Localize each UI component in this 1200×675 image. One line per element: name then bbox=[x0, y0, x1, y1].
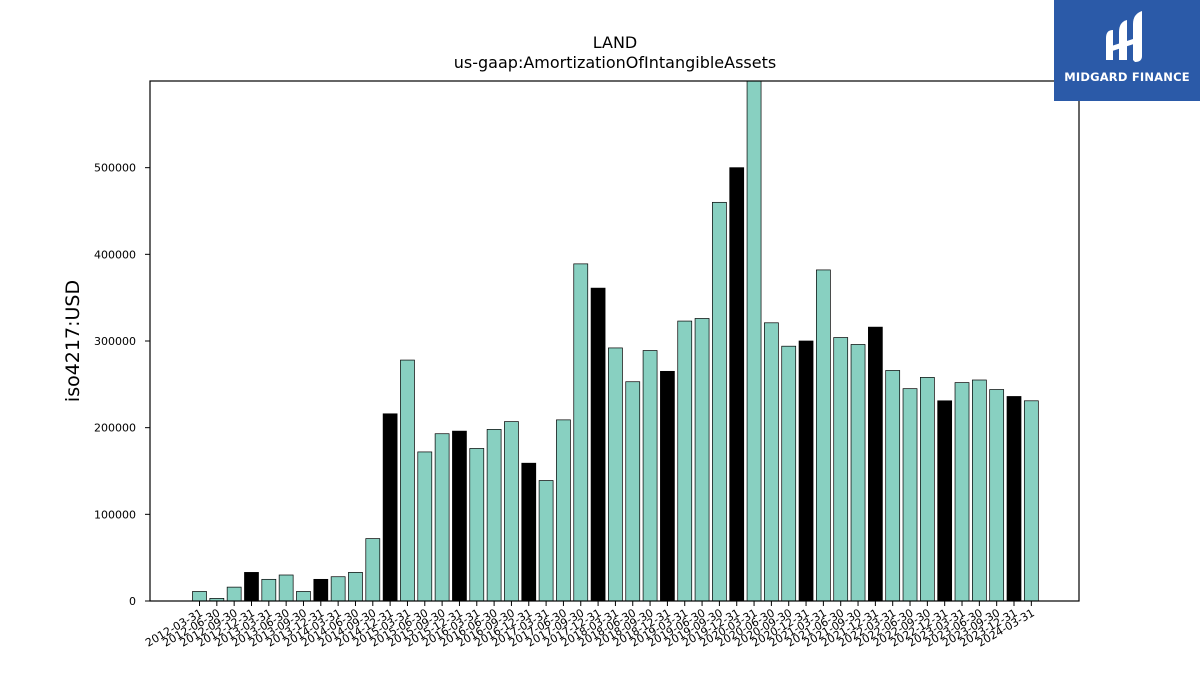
bar-2015-06-30 bbox=[417, 451, 433, 602]
bar-2020-06-30 bbox=[764, 322, 779, 602]
bar-2015-09-30 bbox=[434, 433, 450, 602]
y-tick-label: 0 bbox=[129, 595, 136, 608]
bar-2013-03-31 bbox=[261, 578, 277, 602]
bar-2024-03-31 bbox=[1023, 400, 1039, 602]
bar-2014-03-31 bbox=[330, 576, 346, 602]
bar-2019-03-31 bbox=[677, 320, 693, 602]
bar-2019-06-30 bbox=[694, 318, 710, 602]
bar-2023-12-31 bbox=[1006, 396, 1022, 602]
bar-2022-06-30 bbox=[902, 388, 918, 602]
bar-2012-09-30 bbox=[226, 586, 242, 602]
bar-2020-09-30 bbox=[781, 345, 797, 602]
bar-2020-03-31 bbox=[746, 80, 762, 602]
midgard-logo-icon bbox=[1106, 11, 1142, 62]
bar-2017-06-30 bbox=[556, 419, 571, 602]
bar-2016-06-30 bbox=[486, 429, 502, 602]
bar-2020-12-31 bbox=[798, 340, 814, 602]
midgard-finance-logo: MIDGARD FINANCE bbox=[1054, 0, 1200, 101]
y-tick-label: 300000 bbox=[94, 335, 136, 348]
bar-2021-12-31 bbox=[868, 326, 883, 602]
bar-2015-12-31 bbox=[452, 430, 467, 602]
bar-2022-03-31 bbox=[885, 370, 901, 602]
bar-2013-09-30 bbox=[296, 591, 311, 602]
y-tick-label: 400000 bbox=[94, 248, 136, 261]
bar-2016-12-31 bbox=[521, 462, 537, 602]
bar-2022-09-30 bbox=[920, 377, 935, 602]
bar-2012-12-31 bbox=[244, 572, 259, 602]
y-axis-ticks: 0 100000 200000 300000 400000 500000 bbox=[94, 162, 150, 608]
bar-2021-03-31 bbox=[816, 269, 831, 602]
bar-2015-03-31 bbox=[400, 359, 415, 602]
bar-2017-09-30 bbox=[573, 263, 589, 602]
bar-2021-09-30 bbox=[850, 344, 866, 602]
chart-subtitle: us-gaap:AmortizationOfIntangibleAssets bbox=[454, 53, 776, 72]
bar-2016-03-31 bbox=[469, 448, 485, 602]
bar-2014-06-30 bbox=[348, 572, 363, 602]
x-axis-ticks: 2012-03-312012-06-302012-09-302012-12-31… bbox=[143, 601, 1037, 650]
bar-2019-09-30 bbox=[712, 201, 727, 602]
bar-2013-12-31 bbox=[313, 578, 329, 602]
bar-2018-03-31 bbox=[608, 347, 623, 602]
bar-2023-09-30 bbox=[989, 389, 1005, 602]
y-tick-label: 100000 bbox=[94, 508, 136, 521]
bar-2022-12-31 bbox=[937, 400, 953, 602]
y-tick-label: 500000 bbox=[94, 162, 136, 175]
y-axis-label: iso4217:USD bbox=[62, 280, 84, 402]
bar-2021-06-30 bbox=[833, 337, 849, 602]
bar-2012-03-31 bbox=[192, 591, 207, 602]
plot-frame bbox=[149, 80, 1080, 602]
bar-2019-12-31 bbox=[729, 167, 745, 602]
bar-2013-06-30 bbox=[278, 574, 294, 602]
chart-title: LAND bbox=[593, 33, 638, 52]
bar-2018-09-30 bbox=[642, 350, 658, 602]
bar-2017-03-31 bbox=[538, 480, 554, 602]
bar-2018-06-30 bbox=[625, 381, 641, 602]
bar-2018-12-31 bbox=[660, 370, 675, 602]
logo-text: MIDGARD FINANCE bbox=[1064, 70, 1190, 84]
bars-group bbox=[192, 80, 1039, 602]
bar-2014-12-31 bbox=[382, 413, 398, 602]
y-tick-label: 200000 bbox=[94, 422, 136, 435]
bar-2023-03-31 bbox=[954, 382, 970, 602]
bar-2017-12-31 bbox=[590, 287, 606, 602]
bar-2016-09-30 bbox=[504, 421, 519, 602]
bar-2023-06-30 bbox=[971, 379, 987, 602]
bar-2014-09-30 bbox=[365, 538, 381, 602]
